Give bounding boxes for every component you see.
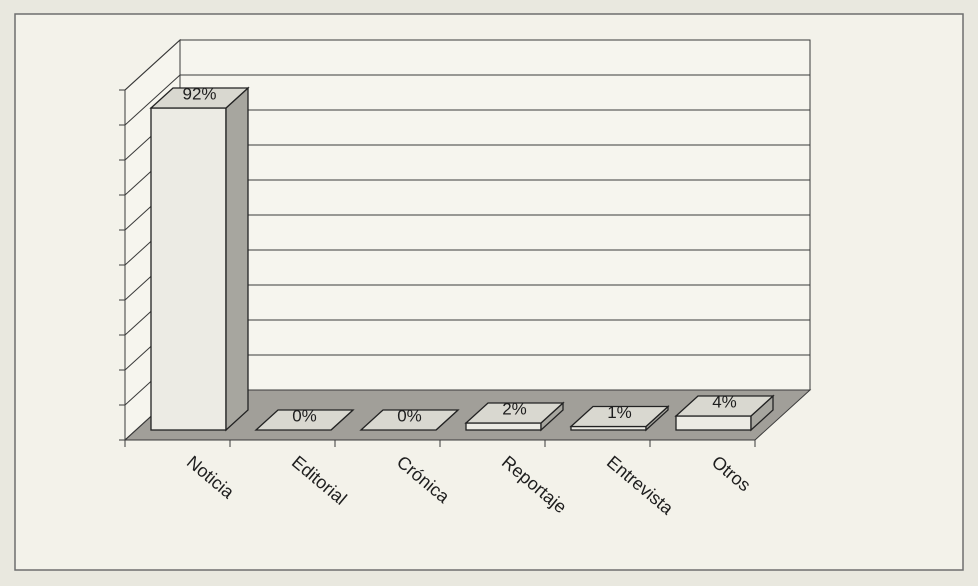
bar-noticia <box>149 86 250 432</box>
bar-reportaje <box>464 401 565 432</box>
bar-side-face <box>225 86 249 432</box>
data-label: 1% <box>607 403 632 422</box>
data-label: 92% <box>182 85 216 104</box>
bar-otros <box>674 394 775 432</box>
data-label: 2% <box>502 400 527 419</box>
bar-top-face <box>674 395 775 417</box>
bar-front-face <box>675 415 752 431</box>
data-label: 0% <box>292 407 317 426</box>
bar-entrevista <box>569 405 670 432</box>
bar-top-face <box>149 87 250 109</box>
bar-top-face <box>359 409 460 431</box>
bar-front-face <box>150 107 227 431</box>
side-gridline <box>124 39 181 91</box>
bar-top-face <box>254 409 355 431</box>
chart-bars <box>149 86 775 432</box>
bar-editorial <box>254 409 355 431</box>
side-gridline <box>124 74 181 126</box>
bar-cronica <box>359 409 460 431</box>
bar-front-face <box>465 422 542 431</box>
bar-top-face <box>464 402 565 424</box>
data-label: 0% <box>397 407 422 426</box>
bar-top-face <box>569 405 670 428</box>
data-label: 4% <box>712 393 737 412</box>
